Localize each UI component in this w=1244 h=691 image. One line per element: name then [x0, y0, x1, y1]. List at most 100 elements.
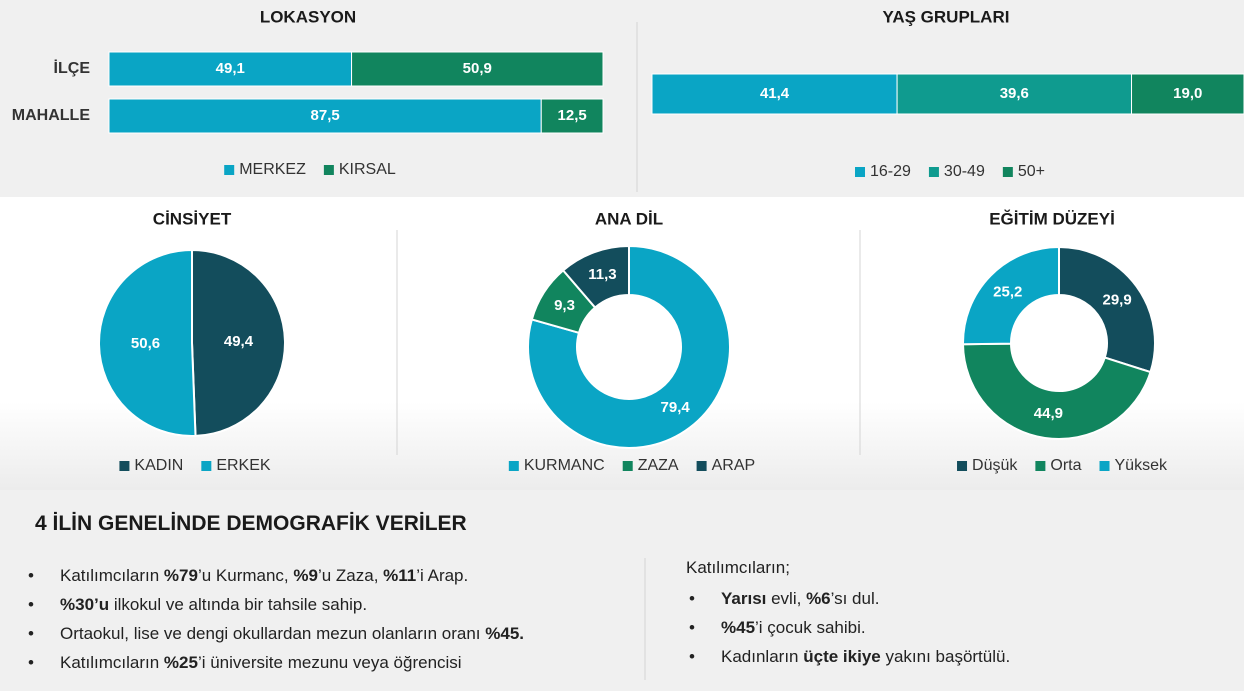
value-label: 41,4	[760, 85, 790, 102]
value-label: 39,6	[1000, 85, 1029, 102]
bold-text: Yarısı	[721, 589, 767, 608]
bar-segment	[651, 73, 898, 115]
text: evli,	[766, 589, 807, 608]
slice	[961, 342, 1152, 440]
text: ’i Arap.	[416, 566, 469, 585]
bold-text: üçte ikiye	[803, 647, 881, 666]
bullet: Ortaokul, lise ve dengi okullardan mezun…	[28, 619, 524, 648]
legend-label: KURMANC	[524, 457, 605, 474]
text: Katılımcıların	[60, 566, 164, 585]
bold-text: %11	[383, 566, 417, 585]
chart-title: ANA DİL	[595, 209, 663, 228]
legend-label: ZAZA	[638, 457, 679, 474]
text: ’i çocuk sahibi.	[755, 618, 866, 637]
bar-segment	[1131, 73, 1244, 115]
legend: KURMANC ZAZA ARAP	[508, 457, 756, 474]
legend-label: KIRSAL	[339, 161, 396, 178]
legend-label: 50+	[1018, 163, 1045, 180]
legend: KADIN ERKEK	[119, 457, 271, 474]
bar-segment	[540, 98, 604, 134]
text: Kadınların	[721, 647, 804, 666]
legend-label: Düşük	[972, 457, 1018, 474]
chart-title: YAŞ GRUPLARI	[883, 7, 1010, 26]
legend-label: ARAP	[712, 457, 756, 474]
slice	[98, 248, 197, 437]
legend-swatch	[323, 165, 334, 175]
value-label: 12,5	[558, 107, 587, 124]
text: ’u Kurmanc,	[197, 566, 294, 585]
bold-text: %9	[293, 566, 318, 585]
legend-swatch	[928, 167, 939, 177]
legend-swatch	[696, 461, 707, 471]
bar-segment	[351, 51, 604, 87]
legend-swatch	[622, 461, 633, 471]
value-label: 49,4	[224, 333, 254, 350]
legend-swatch	[224, 165, 235, 175]
slice	[561, 244, 630, 309]
legend: MERKEZ KIRSAL	[224, 161, 396, 178]
text: Ortaokul, lise ve dengi okullardan mezun…	[60, 624, 486, 643]
legend-swatch	[957, 461, 968, 471]
legend-swatch	[201, 461, 212, 471]
legend-label: KADIN	[134, 457, 183, 474]
chart-title: EĞİTİM DÜZEYİ	[989, 209, 1115, 228]
slice	[1058, 245, 1156, 374]
legend-swatch	[1035, 461, 1046, 471]
bullet: Katılımcıların %25’i üniversite mezunu v…	[28, 648, 524, 677]
value-label: 79,4	[661, 399, 691, 416]
legend-label: ERKEK	[216, 457, 271, 474]
value-label: 49,1	[216, 60, 245, 77]
bold-text: %30’u	[60, 595, 110, 614]
text: ilkokul ve altında bir tahsile sahip.	[109, 595, 368, 614]
slice	[962, 245, 1060, 346]
right-list: Yarısı evli, %6’sı dul. %45’i çocuk sahib…	[689, 584, 1011, 671]
chart-title: CİNSİYET	[153, 209, 232, 228]
category-label: İLÇE	[54, 59, 91, 77]
bullet: Katılımcıların %79’u Kurmanc, %9’u Zaza,…	[28, 561, 524, 590]
slice	[191, 248, 286, 437]
text: ’u Zaza,	[317, 566, 384, 585]
left-list: Katılımcıların %79’u Kurmanc, %9’u Zaza,…	[28, 561, 524, 677]
text: Katılımcıların	[60, 653, 164, 672]
legend: 16-29 30-49 50+	[855, 163, 1045, 180]
value-label: 11,3	[588, 266, 616, 283]
bold-text: %6	[806, 589, 831, 608]
bold-text: %45	[721, 618, 756, 637]
text: ’i üniversite mezunu veya öğrencisi	[197, 653, 462, 672]
legend-label: 30-49	[944, 163, 985, 180]
legend-swatch	[119, 461, 130, 471]
bar-segment	[896, 73, 1133, 115]
bold-text: %25	[163, 653, 198, 672]
legend-swatch	[1002, 167, 1013, 177]
value-label: 44,9	[1034, 405, 1063, 422]
value-label: 19,0	[1173, 85, 1202, 102]
value-label: 29,9	[1103, 291, 1132, 308]
value-label: 87,5	[311, 107, 340, 124]
legend-label: 16-29	[870, 163, 911, 180]
bullet: %30’u ilkokul ve altında bir tahsile sah…	[28, 590, 524, 619]
legend-swatch	[1099, 461, 1110, 471]
summary-title: 4 İLİN GENELİNDE DEMOGRAFİK VERİLER	[35, 512, 467, 535]
category-label: MAHALLE	[12, 107, 91, 124]
legend: Düşük Orta Yüksek	[957, 457, 1168, 474]
bold-text: %45.	[485, 624, 524, 643]
legend-label: MERKEZ	[239, 161, 306, 178]
legend-swatch	[508, 461, 519, 471]
slice	[527, 244, 731, 449]
text: yakını başörtülü.	[880, 647, 1011, 666]
text: ’sı dul.	[830, 589, 880, 608]
bullet: Yarısı evli, %6’sı dul.	[689, 584, 1010, 613]
bullet: Kadınların üçte ikiye yakını başörtülü.	[689, 642, 1011, 671]
bold-text: %79	[163, 566, 198, 585]
legend-label: Yüksek	[1115, 457, 1168, 474]
value-label: 50,6	[131, 335, 160, 352]
right-intro: Katılımcıların;	[686, 558, 790, 577]
bar-segment	[108, 51, 353, 87]
value-label: 50,9	[463, 60, 492, 77]
legend-swatch	[855, 167, 866, 177]
legend-label: Orta	[1050, 457, 1081, 474]
value-label: 9,3	[554, 297, 575, 314]
chart-title: LOKASYON	[260, 7, 356, 26]
